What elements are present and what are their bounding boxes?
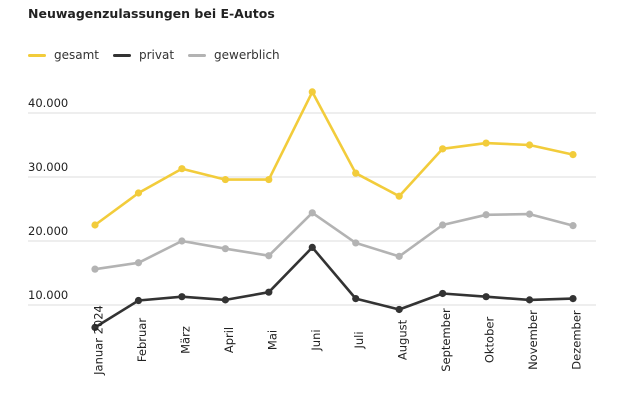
data-point-privat-0 (91, 323, 99, 331)
legend-label-privat: privat (139, 48, 175, 62)
x-tick-label-1: Februar (135, 318, 149, 362)
data-point-privat-2 (178, 293, 186, 301)
series-line-gewerblich (93, 211, 575, 271)
data-point-gesamt-1 (134, 189, 143, 197)
series-line-gesamt (93, 90, 575, 227)
data-point-gewerblich-6 (352, 239, 360, 247)
data-point-privat-9 (482, 293, 490, 301)
data-point-gewerblich-1 (134, 259, 143, 267)
data-point-privat-1 (134, 296, 143, 305)
data-point-gesamt-8 (439, 145, 447, 153)
series-line-privat (93, 246, 575, 329)
data-point-gewerblich-9 (482, 211, 490, 219)
point-layer (91, 88, 577, 331)
legend-swatch-gewerblich (188, 53, 207, 57)
y-tick-label-0: 10.000 (28, 288, 68, 302)
legend-item-gewerblich: gewerblich (188, 48, 280, 62)
x-tick-label-0: Januar 2024 (92, 305, 106, 376)
x-tick-label-10: November (526, 310, 540, 370)
x-tick-label-11: Dezember (570, 310, 584, 370)
data-point-gewerblich-4 (265, 252, 273, 260)
x-tick-label-5: Juni (309, 329, 323, 351)
legend-item-gesamt: gesamt (28, 48, 99, 62)
data-point-gewerblich-5 (308, 209, 316, 217)
legend-label-gewerblich: gewerblich (214, 48, 280, 62)
x-tick-label-2: März (178, 326, 192, 354)
x-tick-label-3: April (222, 327, 236, 353)
legend-item-privat: privat (113, 48, 174, 62)
data-point-gesamt-0 (91, 221, 99, 229)
data-point-gesamt-3 (221, 175, 229, 184)
y-tick-label-1: 20.000 (28, 224, 68, 238)
legend-swatch-privat (113, 53, 131, 57)
x-tick-label-8: September (439, 308, 453, 372)
data-point-gesamt-11 (569, 151, 577, 159)
data-point-privat-10 (525, 296, 534, 304)
data-point-gesamt-10 (525, 141, 534, 149)
data-point-gesamt-6 (352, 169, 360, 177)
data-point-gesamt-7 (395, 192, 403, 200)
data-point-gewerblich-7 (395, 252, 403, 260)
data-point-gesamt-9 (482, 139, 490, 147)
data-point-privat-6 (352, 295, 360, 303)
data-point-gesamt-4 (265, 175, 273, 184)
data-point-privat-11 (569, 295, 577, 303)
x-tick-label-7: August (396, 319, 410, 360)
grid-layer (28, 112, 596, 306)
y-tick-label-2: 30.000 (28, 160, 68, 174)
data-point-privat-7 (395, 305, 403, 314)
data-point-privat-5 (308, 243, 316, 251)
legend-swatch-gesamt (28, 53, 46, 57)
x-tick-label-4: Mai (265, 330, 279, 350)
data-point-gewerblich-3 (221, 245, 229, 253)
label-layer: 10.000 20.000 30.000 40.000 Januar 2024 Febru… (28, 96, 584, 376)
data-point-gewerblich-2 (178, 237, 186, 245)
x-tick-label-6: Juli (352, 331, 366, 349)
data-point-privat-3 (221, 296, 229, 304)
chart-title: Neuwagenzulassungen bei E-Autos (28, 6, 275, 21)
data-point-gesamt-2 (178, 165, 186, 173)
legend-label-gesamt: gesamt (54, 48, 99, 62)
legend: gesamt privat gewerblich (28, 48, 294, 62)
y-tick-label-3: 40.000 (28, 96, 68, 110)
x-tick-label-9: Oktober (483, 317, 497, 364)
data-point-gewerblich-11 (569, 222, 577, 230)
data-point-gesamt-5 (308, 88, 316, 96)
data-point-gewerblich-8 (439, 221, 447, 229)
data-point-gewerblich-10 (525, 210, 534, 218)
data-point-privat-8 (439, 289, 447, 298)
data-point-gewerblich-0 (91, 265, 99, 273)
data-point-privat-4 (265, 288, 273, 296)
line-layer (93, 90, 575, 329)
